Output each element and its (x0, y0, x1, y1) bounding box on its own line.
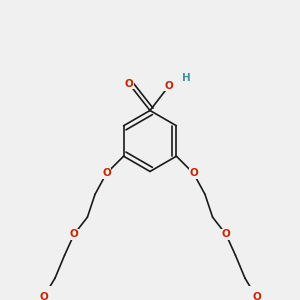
Text: O: O (222, 229, 230, 239)
Text: O: O (39, 292, 48, 300)
Text: O: O (189, 168, 198, 178)
Text: O: O (252, 292, 261, 300)
Text: O: O (102, 168, 111, 178)
Text: O: O (125, 79, 134, 89)
Text: O: O (70, 229, 78, 239)
Text: O: O (165, 81, 173, 91)
Text: H: H (182, 73, 190, 83)
